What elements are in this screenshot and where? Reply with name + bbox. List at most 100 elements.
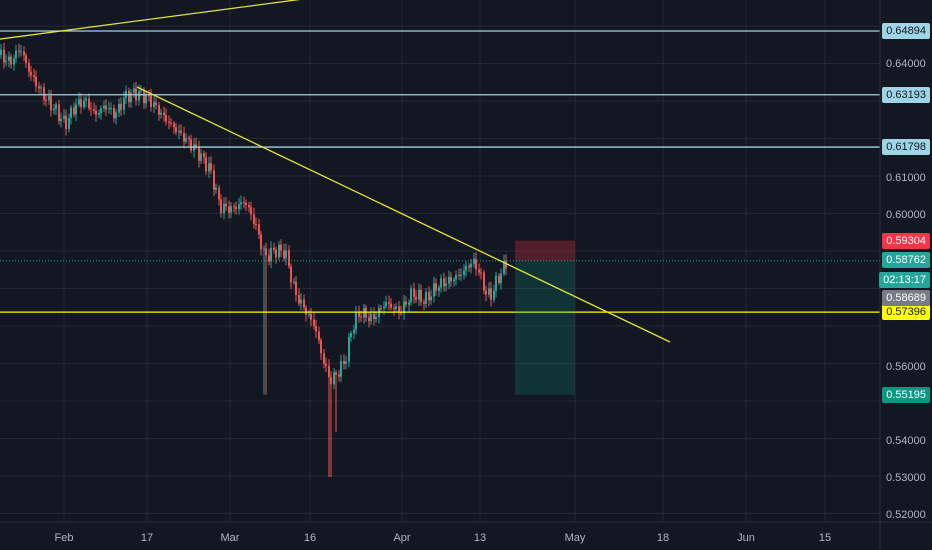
candle-body: [73, 107, 75, 115]
candle-body: [148, 95, 150, 97]
candle-body: [393, 307, 395, 309]
candle-body: [505, 261, 507, 269]
candle-body: [333, 372, 335, 385]
candle-body: [230, 206, 232, 213]
countdown-price-label: 02:13:17: [879, 272, 930, 288]
candle-body: [18, 50, 20, 52]
candle-body: [3, 49, 5, 63]
candle-body: [300, 299, 302, 304]
candle-body: [353, 329, 355, 334]
candle-body: [503, 261, 505, 274]
candle-body: [53, 108, 55, 111]
candle-body: [335, 372, 337, 375]
trendlines[interactable]: [0, 0, 671, 343]
y-tick-label: 0.52000: [886, 509, 926, 521]
candle-body: [388, 302, 390, 304]
candle-body: [463, 270, 465, 275]
candle-body: [110, 108, 112, 110]
trendline[interactable]: [0, 0, 375, 40]
candle-body: [233, 206, 235, 208]
candle-body: [358, 312, 360, 317]
candle-body: [320, 340, 322, 354]
candle-body: [63, 115, 65, 119]
candle-body: [390, 303, 392, 308]
candle-body: [293, 281, 295, 283]
candle-body: [225, 203, 227, 207]
candle-body: [453, 279, 455, 282]
horizontal-levels[interactable]: [0, 30, 880, 313]
candle-body: [283, 250, 285, 259]
candle-body: [398, 306, 400, 313]
candle-body: [238, 204, 240, 210]
candle-body: [328, 365, 330, 378]
candle-body: [438, 287, 440, 291]
candle-body: [173, 123, 175, 128]
candle-body: [130, 92, 132, 103]
candle-body: [310, 314, 312, 320]
candle-body: [275, 249, 277, 258]
last-price-price-label: 0.58762: [882, 252, 930, 268]
level-price-label: 0.63193: [882, 86, 930, 103]
candle-body: [205, 157, 207, 172]
candle-body: [405, 301, 407, 305]
candle-body: [338, 374, 340, 377]
x-tick-label: Mar: [221, 532, 240, 544]
candle-body: [55, 104, 57, 109]
position-target-zone[interactable]: [515, 260, 575, 395]
candle-body: [253, 214, 255, 224]
candle-body: [185, 137, 187, 142]
candle-body: [58, 104, 60, 121]
candle-body: [188, 137, 190, 140]
candle-body: [215, 187, 217, 190]
candle-body: [160, 112, 162, 115]
candle-body: [435, 283, 437, 291]
candle-body: [128, 90, 130, 103]
candle-body: [133, 88, 135, 93]
candle-body: [430, 296, 432, 301]
trendline[interactable]: [136, 86, 671, 343]
y-tick-label: 0.60000: [886, 209, 926, 221]
candle-body: [313, 319, 315, 327]
candle-body: [5, 60, 7, 63]
candle-body: [153, 102, 155, 107]
candle-body: [315, 326, 317, 332]
candle-body: [30, 71, 32, 76]
candle-body: [203, 153, 205, 158]
candle-body: [0, 49, 2, 56]
candle-body: [248, 204, 250, 208]
x-axis: Feb 17 Mar 16 Apr 13 May 18 Jun 15: [0, 521, 932, 544]
candle-body: [223, 203, 225, 214]
candle-body: [318, 331, 320, 341]
candle-body: [60, 118, 62, 121]
candle-body: [195, 144, 197, 147]
candle-body: [88, 98, 90, 109]
candle-body: [395, 306, 397, 309]
candle-body: [295, 281, 297, 296]
candle-body: [278, 244, 280, 258]
candle-body: [383, 306, 385, 309]
candle-body: [448, 276, 450, 284]
candle-body: [43, 87, 45, 100]
candle-body: [488, 288, 490, 295]
candle-body: [38, 86, 40, 89]
candle-body: [28, 62, 30, 72]
candle-body: [380, 307, 382, 309]
candle-body: [483, 272, 485, 291]
candle-body: [493, 290, 495, 300]
candle-body: [213, 170, 215, 190]
candle-body: [455, 274, 457, 280]
position-stop-zone[interactable]: [515, 240, 575, 261]
candle-body: [78, 99, 80, 105]
candle-body: [98, 113, 100, 115]
candle-body: [343, 361, 345, 364]
short-position-tool[interactable]: [515, 240, 575, 395]
candle-body: [268, 255, 270, 262]
candle-body: [345, 361, 347, 364]
candle-body: [158, 104, 160, 115]
candle-body: [428, 292, 430, 301]
candle-body: [325, 363, 327, 366]
candle-body: [288, 250, 290, 267]
candle-body: [100, 108, 102, 114]
candle-body: [375, 316, 377, 320]
